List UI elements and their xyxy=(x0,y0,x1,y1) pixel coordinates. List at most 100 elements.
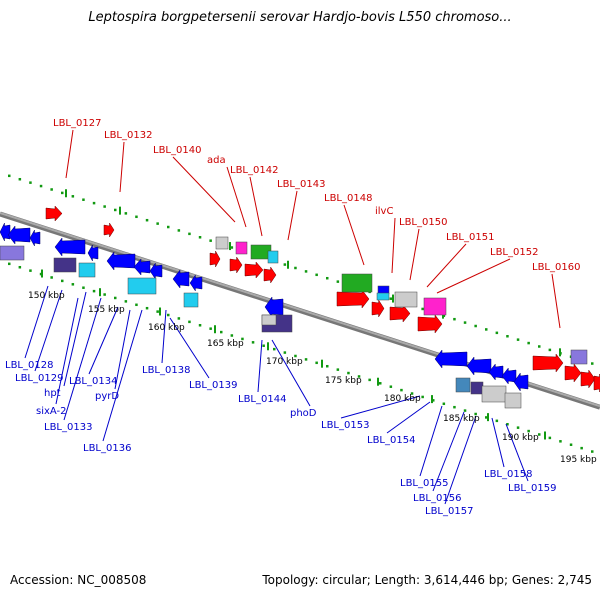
tick-inner xyxy=(283,351,287,354)
gene-fwd xyxy=(389,304,411,323)
reverse-gene-label: LBL_0153 xyxy=(321,420,369,431)
tick-inner xyxy=(485,416,488,419)
tick-outer xyxy=(82,198,85,201)
tick-inner xyxy=(230,334,234,337)
gene-fwd xyxy=(45,205,63,222)
tick-outer xyxy=(167,225,170,229)
tick-inner xyxy=(410,392,414,395)
forward-gene-label: LBL_0152 xyxy=(490,247,538,258)
pseudo-gene xyxy=(261,314,277,326)
forward-gene-label: LBL_0150 xyxy=(399,217,447,228)
reverse-gene-label: LBL_0159 xyxy=(508,483,556,494)
tick-outer xyxy=(145,218,149,222)
gene-rev xyxy=(172,269,190,289)
reverse-gene-label: LBL_0158 xyxy=(484,469,532,480)
tick-major-inner xyxy=(99,288,101,297)
gene-rev xyxy=(7,225,31,245)
tick-inner xyxy=(379,382,382,385)
misc-feature xyxy=(267,250,279,264)
gene-rev xyxy=(87,244,99,262)
tick-inner xyxy=(82,286,85,289)
tick-inner xyxy=(580,446,583,450)
tick-major-inner xyxy=(487,413,489,422)
map-title: Leptospira borgpetersenii serovar Hardjo… xyxy=(88,10,512,25)
tick-inner xyxy=(273,347,276,351)
kbp-label: 170 kbp xyxy=(266,357,303,367)
tick-inner xyxy=(304,358,308,361)
misc-feature xyxy=(78,262,96,278)
tick-inner xyxy=(357,375,361,378)
reverse-gene-label: LBL_0133 xyxy=(44,422,92,433)
rna-gene xyxy=(341,273,373,293)
leader-line xyxy=(391,217,396,274)
kbp-label: 195 kbp xyxy=(560,455,597,465)
kbp-label: 175 kbp xyxy=(325,376,362,386)
leader-line xyxy=(386,401,431,434)
leader-line xyxy=(55,297,79,405)
tick-inner xyxy=(347,371,350,375)
misc-feature xyxy=(53,257,77,273)
leader-line xyxy=(172,156,236,223)
leader-line xyxy=(114,309,131,390)
leader-line xyxy=(551,273,561,329)
leader-line xyxy=(24,285,49,359)
gene-fwd xyxy=(336,289,370,309)
leader-line xyxy=(287,190,298,241)
forward-gene-label: LBL_0142 xyxy=(230,165,278,176)
tick-outer xyxy=(294,266,297,270)
kbp-label: 185 kbp xyxy=(443,414,480,424)
gene-rev xyxy=(29,229,41,247)
tick-major-inner xyxy=(41,269,43,278)
leader-line xyxy=(505,423,529,482)
leader-line xyxy=(343,204,365,266)
tick-outer xyxy=(485,328,488,331)
tick-outer xyxy=(527,341,530,345)
reverse-gene-label: sixA-2 xyxy=(36,406,67,417)
tick-outer xyxy=(538,345,541,348)
tick-outer xyxy=(230,246,234,249)
tick-major-inner xyxy=(321,359,323,368)
pseudo-gene xyxy=(481,385,507,403)
tick-inner xyxy=(368,378,371,382)
tick-major-inner xyxy=(159,307,161,316)
tick-outer xyxy=(71,195,75,198)
tick-inner xyxy=(8,262,11,266)
tick-inner xyxy=(559,440,562,443)
gene-rev xyxy=(106,251,136,271)
tick-inner xyxy=(336,368,340,371)
tick-inner xyxy=(92,289,96,293)
tick-outer xyxy=(516,338,520,341)
forward-gene-label: LBL_0132 xyxy=(104,130,152,141)
tick-major-inner xyxy=(377,377,379,386)
tick-outer xyxy=(389,297,393,300)
tick-major-outer xyxy=(287,260,289,269)
tick-inner xyxy=(548,436,552,440)
tick-inner xyxy=(463,409,467,412)
tick-inner xyxy=(145,306,149,310)
tick-outer xyxy=(548,348,552,352)
reverse-gene-label: LBL_0154 xyxy=(367,435,415,446)
tick-major-outer xyxy=(392,294,394,303)
tick-major-inner xyxy=(431,395,433,404)
forward-gene-label: LBL_0127 xyxy=(53,118,101,129)
misc-feature xyxy=(235,241,248,255)
tick-outer xyxy=(188,232,191,236)
tick-outer xyxy=(103,205,106,208)
tick-inner xyxy=(389,385,393,388)
leader-line xyxy=(436,258,511,294)
tick-major-outer xyxy=(559,348,561,357)
kbp-label: 180 kbp xyxy=(384,394,421,404)
leader-line xyxy=(419,405,443,477)
tick-major-inner xyxy=(267,342,269,351)
tick-inner xyxy=(209,327,212,330)
tick-inner xyxy=(71,283,75,286)
gene-fwd xyxy=(263,266,277,284)
gene-rev xyxy=(501,367,517,385)
tick-outer xyxy=(453,317,456,321)
kbp-label: 165 kbp xyxy=(207,339,244,349)
features xyxy=(0,205,600,409)
tick-inner xyxy=(262,344,265,347)
tick-outer xyxy=(283,263,287,266)
reverse-gene-label: LBL_0134 xyxy=(69,376,117,387)
tick-outer xyxy=(8,174,11,178)
